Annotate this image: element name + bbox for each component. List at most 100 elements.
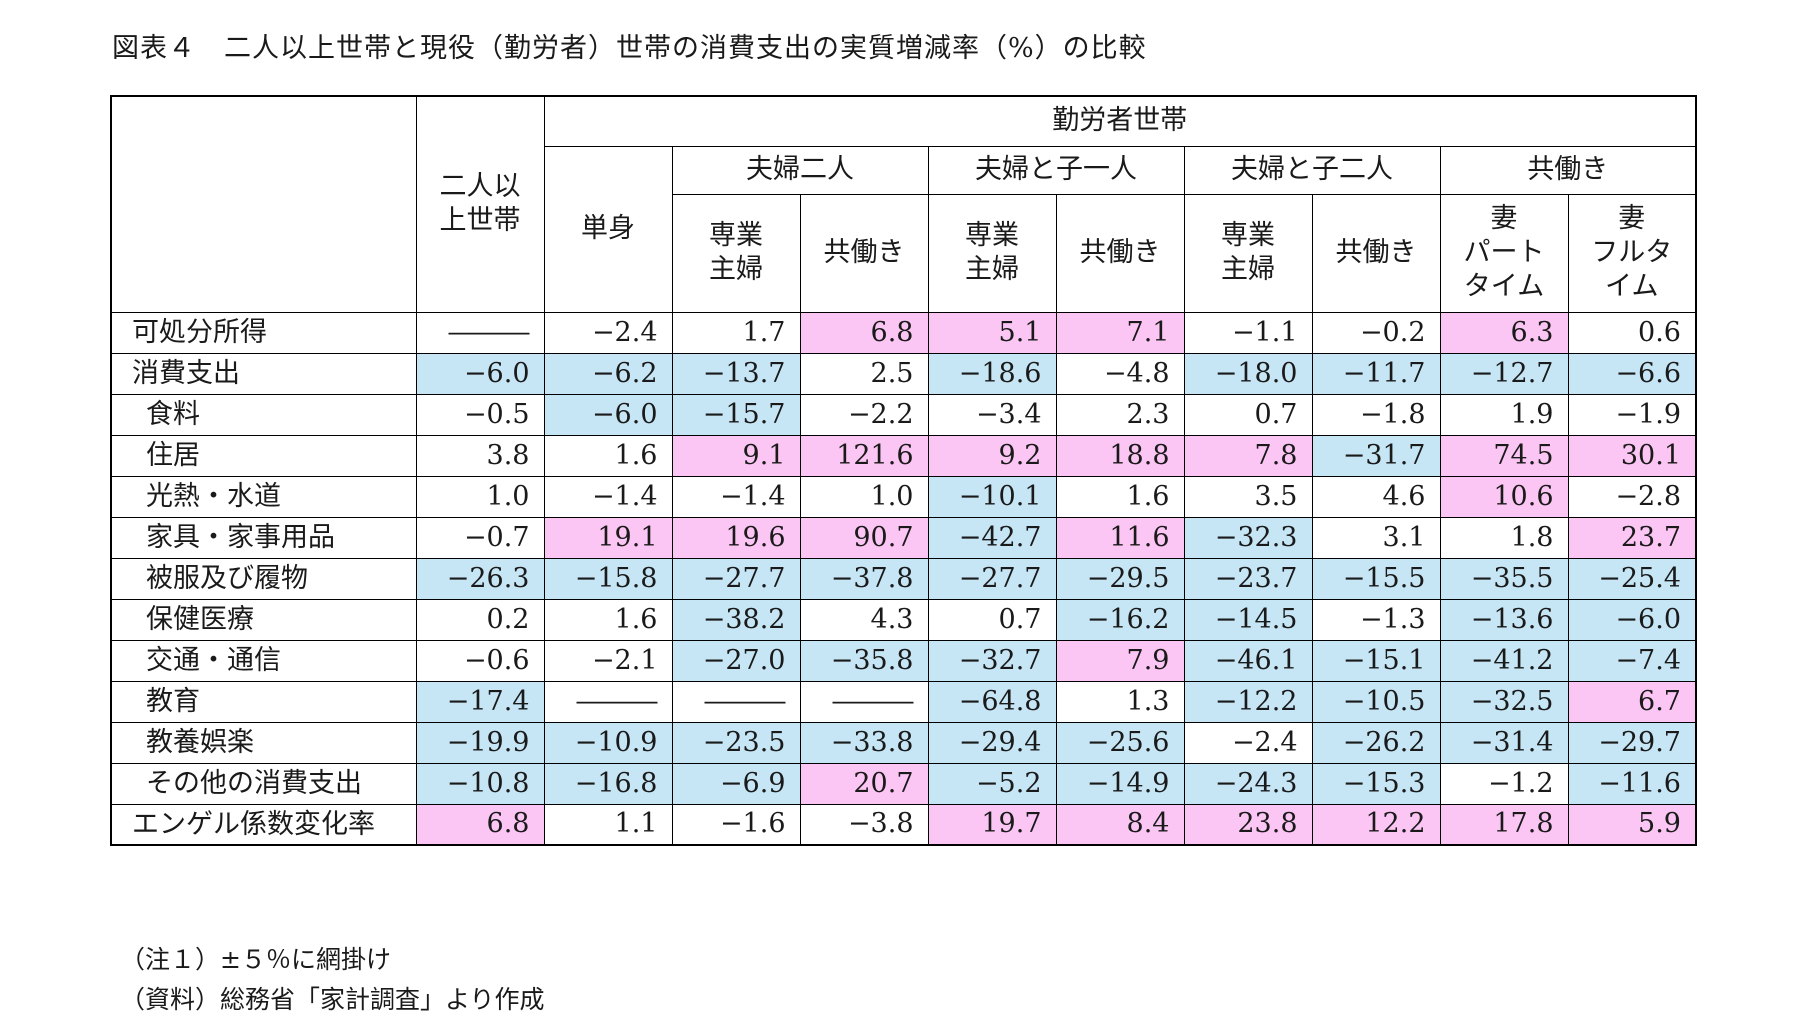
table-row: 教育 −17.4 ――― ――― ――― −64.8 1.3 −12.2 −10.5 −32.5 6… [110, 680, 1697, 723]
row-label: 光熱・水道 [110, 475, 417, 518]
header-housewife-line1: 専業 [965, 220, 1019, 251]
value-cell: 18.8 [1055, 434, 1185, 477]
value-cell: 6.8 [799, 311, 929, 354]
value-cell: 1.3 [1055, 680, 1185, 723]
row-label: 住居 [110, 434, 417, 477]
value-cell: 1.9 [1439, 393, 1569, 436]
value-cell: −42.7 [927, 516, 1057, 559]
value-cell: −18.6 [927, 352, 1057, 395]
table-row: エンゲル係数変化率 6.8 1.1 −1.6 −3.8 19.7 8.4 23.8 12.2 17… [110, 803, 1697, 846]
value-cell: −0.6 [415, 639, 545, 682]
value-cell: −0.7 [415, 516, 545, 559]
header-dual-income: 共働き [1439, 145, 1697, 195]
value-cell: 10.6 [1439, 475, 1569, 518]
value-cell: 7.1 [1055, 311, 1185, 354]
value-cell: −6.9 [671, 762, 801, 805]
row-label: 家具・家事用品 [110, 516, 417, 559]
value-cell: −14.9 [1055, 762, 1185, 805]
value-cell: 19.1 [543, 516, 673, 559]
header-housewife-line1: 専業 [709, 220, 763, 251]
row-label: 教養娯楽 [110, 721, 417, 764]
value-cell: 74.5 [1439, 434, 1569, 477]
value-cell: −64.8 [927, 680, 1057, 723]
value-cell: −1.1 [1183, 311, 1313, 354]
row-label: 教育 [110, 680, 417, 723]
value-cell: −16.2 [1055, 598, 1185, 641]
value-cell: 7.8 [1183, 434, 1313, 477]
header-wife-full-line1: 妻 [1618, 203, 1646, 234]
header-couple: 夫婦二人 [671, 145, 929, 195]
value-cell: 1.0 [799, 475, 929, 518]
header-housewife: 専業 主婦 [1183, 193, 1313, 313]
value-cell: 30.1 [1567, 434, 1697, 477]
value-cell: −23.5 [671, 721, 801, 764]
value-cell: −35.8 [799, 639, 929, 682]
figure-title: 図表４ 二人以上世帯と現役（勤労者）世帯の消費支出の実質増減率（%）の比較 [112, 33, 1147, 64]
value-cell: −32.5 [1439, 680, 1569, 723]
header-single: 単身 [543, 145, 673, 313]
value-cell: 6.7 [1567, 680, 1697, 723]
value-cell: −31.4 [1439, 721, 1569, 764]
value-cell: 5.9 [1567, 803, 1697, 846]
value-cell: ――― [543, 680, 673, 723]
value-cell: −15.8 [543, 557, 673, 600]
value-cell: 90.7 [799, 516, 929, 559]
value-cell: −10.9 [543, 721, 673, 764]
value-cell: −0.2 [1311, 311, 1441, 354]
value-cell: −27.0 [671, 639, 801, 682]
header-wife-part-line1: 妻 [1490, 203, 1518, 234]
value-cell: −10.1 [927, 475, 1057, 518]
value-cell: −35.5 [1439, 557, 1569, 600]
value-cell: 6.8 [415, 803, 545, 846]
value-cell: −13.7 [671, 352, 801, 395]
value-cell: 23.8 [1183, 803, 1313, 846]
value-cell: 2.3 [1055, 393, 1185, 436]
value-cell: 20.7 [799, 762, 929, 805]
value-cell: ――― [799, 680, 929, 723]
value-cell: 0.2 [415, 598, 545, 641]
value-cell: −2.4 [543, 311, 673, 354]
value-cell: −29.7 [1567, 721, 1697, 764]
value-cell: 1.7 [671, 311, 801, 354]
header-housewife-line2: 主婦 [1221, 254, 1275, 285]
value-cell: −6.6 [1567, 352, 1697, 395]
header-housewife-line1: 専業 [1221, 220, 1275, 251]
header-housewife: 専業 主婦 [671, 193, 801, 313]
value-cell: 3.1 [1311, 516, 1441, 559]
value-cell: −32.3 [1183, 516, 1313, 559]
value-cell: 3.8 [415, 434, 545, 477]
value-cell: −1.4 [671, 475, 801, 518]
value-cell: −31.7 [1311, 434, 1441, 477]
value-cell: −12.2 [1183, 680, 1313, 723]
value-cell: 1.1 [543, 803, 673, 846]
value-cell: −29.4 [927, 721, 1057, 764]
value-cell: −16.8 [543, 762, 673, 805]
value-cell: 23.7 [1567, 516, 1697, 559]
value-cell: −12.7 [1439, 352, 1569, 395]
value-cell: 5.1 [927, 311, 1057, 354]
value-cell: −1.4 [543, 475, 673, 518]
header-workers: 勤労者世帯 [543, 95, 1697, 147]
value-cell: 17.8 [1439, 803, 1569, 846]
value-cell: −11.7 [1311, 352, 1441, 395]
header-all-households: 二人以 上世帯 [415, 95, 545, 313]
value-cell: −0.5 [415, 393, 545, 436]
header-dual: 共働き [1311, 193, 1441, 313]
header-dual: 共働き [1055, 193, 1185, 313]
value-cell: −2.8 [1567, 475, 1697, 518]
value-cell: −26.3 [415, 557, 545, 600]
table-row: 被服及び履物 −26.3 −15.8 −27.7 −37.8 −27.7 −29.5 −23.… [110, 557, 1697, 600]
row-label: 可処分所得 [110, 311, 417, 354]
value-cell: −6.0 [543, 393, 673, 436]
table-row: 光熱・水道 1.0 −1.4 −1.4 1.0 −10.1 1.6 3.5 4.6 10.6 −2.… [110, 475, 1697, 518]
row-label: 被服及び履物 [110, 557, 417, 600]
value-cell: −1.9 [1567, 393, 1697, 436]
table-row: 消費支出 −6.0 −6.2 −13.7 2.5 −18.6 −4.8 −18.0 −11.7−… [110, 352, 1697, 395]
value-cell: 19.6 [671, 516, 801, 559]
header-wife-full-line3: イム [1605, 271, 1659, 302]
value-cell: −15.5 [1311, 557, 1441, 600]
header-couple-child2: 夫婦と子二人 [1183, 145, 1441, 195]
value-cell: −32.7 [927, 639, 1057, 682]
value-cell: 11.6 [1055, 516, 1185, 559]
value-cell: 19.7 [927, 803, 1057, 846]
